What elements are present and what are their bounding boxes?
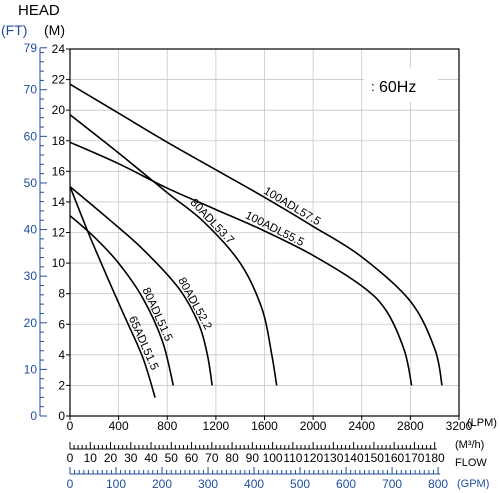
m3h-axis-tick-label: 50 [165,451,179,465]
m3h-axis-tick-label: 140 [344,451,364,465]
ft-axis-tick-label: 10 [24,362,38,376]
m-axis-tick-label: 20 [52,103,66,117]
gpm-axis-tick-label: 700 [382,477,402,491]
m3h-axis-tick-label: 150 [364,451,384,465]
m3h-axis-tick-label: 180 [425,451,445,465]
m-axis-tick-label: 16 [52,164,66,178]
flow-label: FLOW [455,457,487,469]
m-axis-tick-label: 22 [52,73,66,87]
m3h-axis-tick-label: 30 [124,451,138,465]
ft-axis-tick-label: 0 [30,409,37,423]
freq-marker: : [371,79,375,94]
lpm-axis-tick-label: 1200 [203,419,230,433]
freq-box [364,68,438,102]
m3h-axis-tick-label: 160 [384,451,404,465]
m-axis-tick-label: 18 [52,134,66,148]
m3h-axis-tick-label: 0 [67,451,74,465]
curve-100adl55-5 [69,141,413,386]
lpm-axis-tick-label: 400 [109,419,129,433]
curve-80adl52-2 [69,185,213,386]
gpm-axis-tick-label: 500 [290,477,310,491]
head-label: HEAD [18,2,60,19]
ft-axis-tick-label: 70 [24,83,38,97]
curve-65adl51-5 [69,186,156,398]
gpm-axis-tick-label: 300 [198,477,218,491]
curve-80adl51-5 [69,215,175,386]
ft-axis-tick-label: 50 [24,176,38,190]
gpm-axis-tick-label: 100 [106,477,126,491]
ft-axis-tick-label: 30 [24,269,38,283]
lpm-axis-tick-label: 800 [157,419,177,433]
gpm-axis-tick-label: 800 [428,477,448,491]
m3h-axis-tick-label: 60 [185,451,199,465]
gpm-axis-tick-label: 400 [244,477,264,491]
m-axis-tick-label: 0 [58,409,65,423]
ft-axis-tick-label: 40 [24,223,38,237]
m-axis-tick-label: 12 [52,226,66,240]
m3h-axis-tick-label: 40 [144,451,158,465]
m3h-axis-tick-label: 10 [84,451,98,465]
m3h-axis-tick-label: 130 [323,451,343,465]
gpm-axis-tick-label: 0 [67,477,74,491]
lpm-axis-tick-label: 1600 [251,419,278,433]
m3h-axis-tick-label: 80 [225,451,239,465]
m-axis-tick-label: 14 [52,195,66,209]
m-axis-tick-label: 8 [58,287,65,301]
lpm-axis-tick-label: 2000 [300,419,327,433]
m3h-axis-tick-label: 170 [404,451,424,465]
m-axis-tick-label: 6 [58,317,65,331]
curve-80adl53-7 [69,114,278,386]
m3h-axis-tick-label: 120 [303,451,323,465]
ft-unit-label: (FT) [1,22,27,38]
m-axis-tick-label: 10 [52,256,66,270]
ft-axis-tick-label: 60 [24,129,38,143]
lpm-axis-tick-label: 2400 [348,419,375,433]
chart-marks: 100ADL57.5100ADL55.580ADL53.780ADL52.280… [69,83,443,398]
curve-100adl57-5 [69,83,443,386]
lpm-unit-label: (LPM) [467,417,497,429]
lpm-axis-tick-label: 3200 [446,419,473,433]
ft-axis-tick-label: 79 [24,41,38,55]
freq-label: 60Hz [379,79,416,96]
gpm-axis-tick-label: 200 [152,477,172,491]
gpm-axis-tick-label: 600 [336,477,356,491]
lpm-axis-tick-label: 0 [67,419,74,433]
m3h-axis-tick-label: 100 [263,451,283,465]
m-unit-label: (M) [44,22,65,38]
m3h-axis-tick-label: 90 [246,451,260,465]
gpm-unit-label: (GPM) [457,478,489,490]
curve-label-80adl53-7: 80ADL53.7 [188,197,236,247]
curve-label-80adl52-2: 80ADL52.2 [175,276,213,332]
m-axis-tick-label: 2 [58,378,65,392]
m3h-axis-tick-label: 20 [104,451,118,465]
m3h-axis-tick-label: 110 [283,451,302,465]
m-axis-tick-label: 24 [52,42,66,56]
ft-axis-tick-label: 20 [24,316,38,330]
grid [69,48,460,417]
m-axis-tick-label: 4 [58,348,65,362]
lpm-axis-tick-label: 2800 [397,419,424,433]
m3h-axis-tick-label: 70 [205,451,219,465]
m3h-unit-label: (M³/h) [455,439,484,451]
